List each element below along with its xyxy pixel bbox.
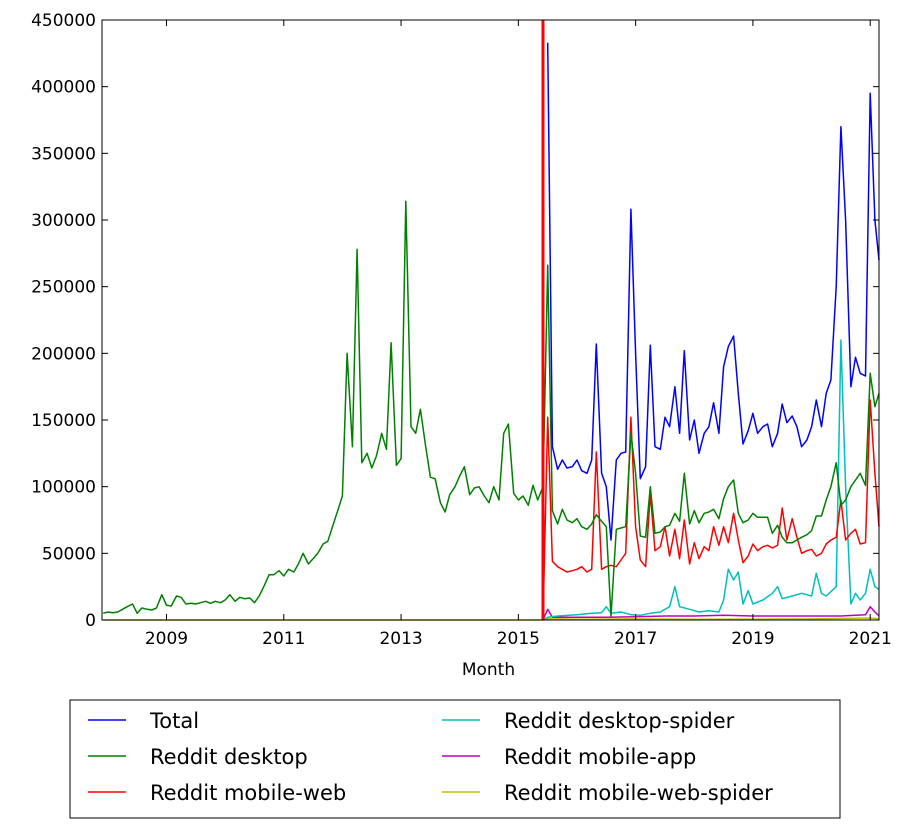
x-axis-title: Month — [462, 660, 515, 680]
y-tick-label: 50000 — [42, 544, 96, 564]
series-line-1 — [546, 42, 880, 541]
y-tick-label: 100000 — [31, 478, 96, 498]
legend-label: Reddit desktop-spider — [504, 709, 735, 733]
y-tick-label: 400000 — [31, 78, 96, 98]
y-tick-label: 350000 — [31, 144, 96, 164]
x-axis-ticks: 2009 2011 2013 2015 2017 2019 2021 — [145, 20, 892, 649]
x-tick-label: 2015 — [497, 629, 540, 649]
y-tick-label: 200000 — [31, 344, 96, 364]
x-tick-label: 2021 — [849, 629, 892, 649]
legend-label: Reddit mobile-web-spider — [504, 781, 773, 805]
series-line-5 — [542, 605, 880, 621]
x-tick-label: 2011 — [262, 629, 305, 649]
y-tick-label: 150000 — [31, 411, 96, 431]
series-line-4 — [542, 339, 880, 621]
y-axis-ticks: 0 50000 100000 150000 200000 250000 300000 3500… — [31, 11, 879, 631]
legend-label: Total — [149, 709, 199, 733]
x-tick-label: 2009 — [145, 629, 188, 649]
legend: Total Reddit desktop Reddit mobile-web Redd… — [69, 699, 841, 819]
legend-label: Reddit mobile-web — [150, 781, 346, 805]
y-tick-label: 450000 — [31, 11, 96, 31]
legend-items: Total Reddit desktop Reddit mobile-web Redd… — [88, 709, 773, 805]
x-tick-label: 2017 — [614, 629, 657, 649]
y-tick-label: 0 — [85, 611, 96, 631]
legend-label: Reddit mobile-app — [504, 745, 696, 769]
x-tick-label: 2013 — [379, 629, 422, 649]
series-line-2 — [103, 200, 880, 617]
series-layer — [103, 42, 880, 621]
y-tick-label: 250000 — [31, 278, 96, 298]
series-line-3 — [542, 399, 880, 621]
y-tick-label: 300000 — [31, 211, 96, 231]
x-tick-label: 2019 — [731, 629, 774, 649]
legend-label: Reddit desktop — [150, 745, 308, 769]
plot-area-frame — [101, 19, 880, 621]
